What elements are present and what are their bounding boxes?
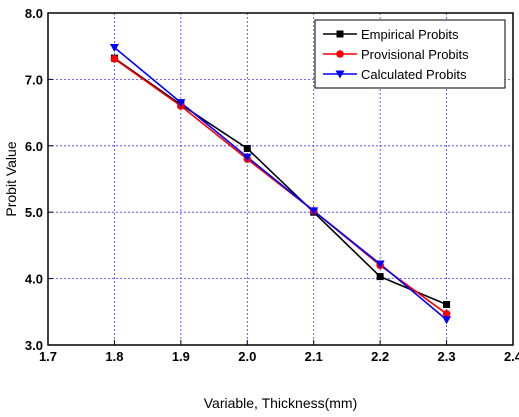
legend-label: Empirical Probits	[361, 27, 459, 42]
legend: Empirical Probits Provisional Probits Calc…	[314, 19, 506, 89]
y-tick-label: 7.0	[25, 72, 43, 87]
legend-marker	[336, 30, 344, 38]
x-tick-label: 1.9	[172, 349, 190, 364]
x-tick-label: 2.2	[371, 349, 389, 364]
series-markers	[109, 44, 452, 325]
x-axis-label: Variable, Thickness(mm)	[204, 395, 358, 411]
data-point-series-3	[309, 207, 319, 216]
legend-marker	[335, 70, 345, 79]
grid	[48, 13, 513, 345]
data-point-series-3	[109, 44, 119, 53]
data-point-series-3	[442, 316, 452, 325]
data-point-series-1	[243, 144, 251, 152]
data-point-series-1	[443, 300, 451, 308]
data-point-series-2	[110, 55, 119, 63]
series-line-1	[113, 57, 447, 306]
series-lines	[113, 46, 448, 321]
y-tick-label: 6.0	[25, 139, 43, 154]
data-point-series-3	[242, 153, 252, 162]
y-tick-label: 5.0	[25, 205, 43, 220]
y-tick-label: 4.0	[25, 272, 43, 287]
plot-area-frame	[47, 12, 514, 346]
x-tick-label: 1.8	[105, 349, 123, 364]
data-point-series-1	[376, 273, 384, 281]
legend-label: Calculated Probits	[361, 67, 467, 82]
data-point-series-2	[442, 309, 451, 318]
series-line-2	[113, 58, 448, 315]
data-point-series-3	[375, 260, 385, 269]
legend-label: Provisional Probits	[361, 47, 469, 62]
x-tick-label: 1.7	[39, 349, 57, 364]
x-tick-label: 2.1	[305, 349, 323, 364]
legend-marker	[336, 50, 344, 58]
x-tick-label: 2.3	[438, 349, 456, 364]
x-tick-label: 2.0	[238, 349, 256, 364]
y-tick-label: 3.0	[25, 338, 43, 353]
axis-ticks: 1.7 1.8 1.9 2.0 2.1 2.2 2.3 2.4 3.0 4.0 5.0 6.0 7.0 8…	[25, 6, 519, 364]
y-axis-label: Probit Value	[3, 141, 19, 216]
x-tick-label: 2.4	[504, 349, 519, 364]
series-line-3	[113, 46, 448, 321]
y-tick-label: 8.0	[25, 6, 43, 21]
data-point-series-3	[176, 99, 186, 108]
